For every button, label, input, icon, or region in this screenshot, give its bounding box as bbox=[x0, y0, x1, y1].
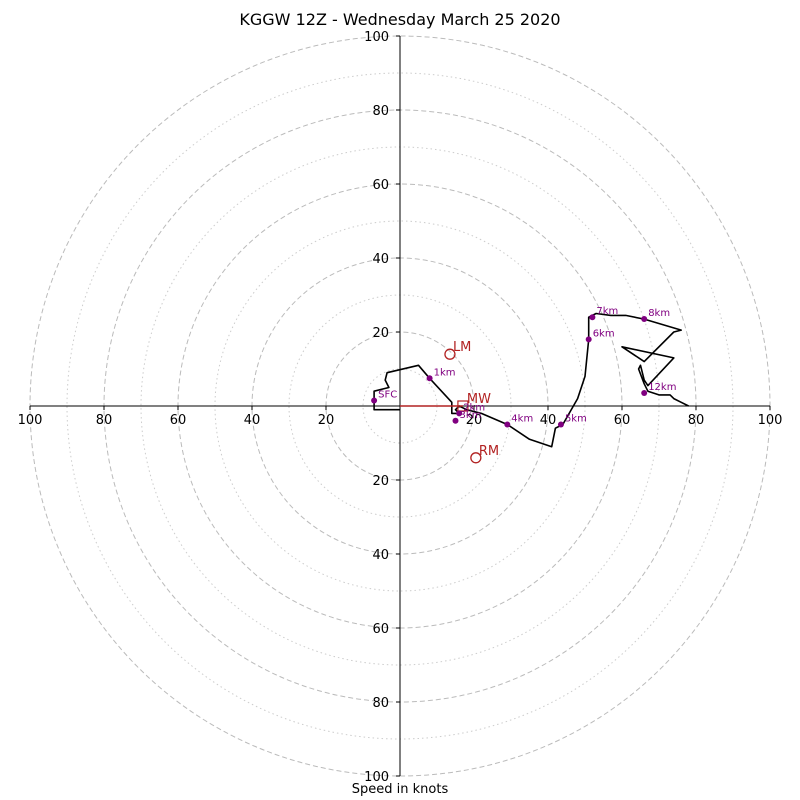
y-tick-label: 60 bbox=[372, 178, 389, 193]
storm-motion-marker bbox=[470, 452, 482, 464]
y-tick-label: 100 bbox=[364, 770, 389, 785]
storm-motion-label: LM bbox=[453, 340, 471, 355]
y-tick-label: 20 bbox=[372, 326, 389, 341]
height-point-label: 1km bbox=[434, 367, 456, 378]
height-point-label: 8km bbox=[648, 308, 670, 319]
height-point bbox=[456, 410, 463, 417]
y-tick-label: 40 bbox=[372, 548, 389, 563]
y-tick-label: 100 bbox=[364, 30, 389, 45]
height-point-label: 6km bbox=[593, 328, 615, 339]
x-tick-label: 20 bbox=[318, 413, 335, 428]
height-point bbox=[641, 316, 648, 323]
axis-ticks: 100 80 60 40 20 20 40 60 80 100 100 80 60 40 20 20 40 60 8… bbox=[18, 30, 783, 785]
height-point-label: 4km bbox=[511, 414, 533, 425]
y-tick-label: 80 bbox=[372, 696, 389, 711]
height-point-label: 3km bbox=[460, 410, 482, 421]
x-tick-label: 40 bbox=[540, 413, 557, 428]
height-point bbox=[504, 421, 511, 428]
x-tick-label: 40 bbox=[244, 413, 261, 428]
y-tick-label: 20 bbox=[372, 474, 389, 489]
height-point bbox=[426, 375, 433, 382]
height-point bbox=[585, 336, 592, 343]
mean-wind-marker bbox=[457, 400, 469, 412]
storm-motion-markers: LM RM bbox=[444, 340, 499, 464]
x-tick-label: 20 bbox=[466, 413, 483, 428]
height-point bbox=[557, 421, 564, 428]
hodograph-trace-group bbox=[373, 312, 689, 448]
y-tick-label: 40 bbox=[372, 252, 389, 267]
height-point-label: 12km bbox=[648, 382, 676, 393]
storm-motion-label: RM bbox=[479, 444, 499, 459]
height-point-label: 7km bbox=[596, 306, 618, 317]
y-tick-label: 60 bbox=[372, 622, 389, 637]
mean-wind-label: MW bbox=[467, 392, 491, 407]
x-tick-label: 100 bbox=[18, 413, 43, 428]
height-point bbox=[589, 314, 596, 321]
storm-motion-marker bbox=[444, 348, 456, 360]
x-tick-label: 80 bbox=[96, 413, 113, 428]
x-tick-label: 100 bbox=[758, 413, 783, 428]
x-tick-label: 60 bbox=[170, 413, 187, 428]
x-tick-label: 80 bbox=[688, 413, 705, 428]
height-point-label: 5km bbox=[565, 414, 587, 425]
height-point-label: SFC bbox=[378, 389, 397, 400]
y-tick-label: 80 bbox=[372, 104, 389, 119]
height-point bbox=[452, 417, 459, 424]
height-point-label: 2km bbox=[463, 402, 485, 413]
chart-title: KGGW 12Z - Wednesday March 25 2020 bbox=[239, 10, 561, 29]
x-tick-label: 60 bbox=[614, 413, 631, 428]
hodograph-trace bbox=[373, 312, 689, 448]
height-point bbox=[641, 390, 648, 397]
height-point bbox=[371, 397, 378, 404]
mean-wind-group: MW bbox=[400, 392, 491, 412]
x-axis-label: Speed in knots bbox=[351, 782, 449, 797]
